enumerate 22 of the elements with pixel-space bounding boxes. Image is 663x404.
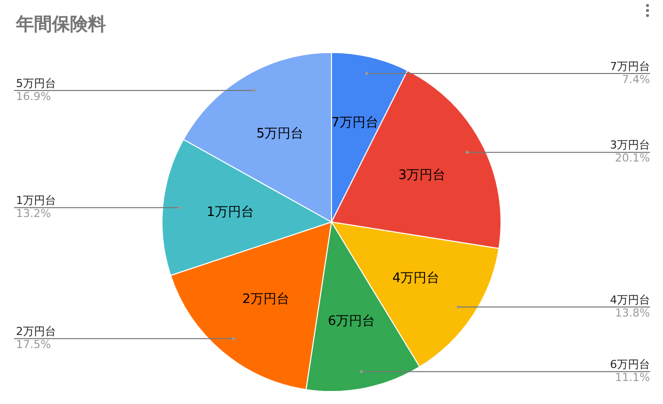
data-label: 16.9% <box>16 90 51 103</box>
data-label: 7.4% <box>622 72 650 86</box>
slice-label: 2万円台 <box>242 292 290 308</box>
slice-label: 4万円台 <box>392 271 440 286</box>
slice-label: 3万円台 <box>398 168 446 183</box>
data-label: 20.1% <box>615 152 650 165</box>
data-label: 13.8% <box>615 306 650 320</box>
slice-label: 6万円台 <box>610 358 650 371</box>
slice-label: 5万円台 <box>16 76 56 90</box>
slice-label: 5万円台 <box>256 126 304 142</box>
data-label: 13.2% <box>16 207 51 220</box>
slice-label: 7万円台 <box>610 60 650 73</box>
slice-label: 1万円台 <box>16 194 56 208</box>
chart-title: 年間保険料 <box>16 13 106 36</box>
data-label: 17.5% <box>16 338 51 351</box>
slice-label: 6万円台 <box>328 314 376 330</box>
slice-label: 3万円台 <box>610 138 650 152</box>
slice-label: 1万円台 <box>206 204 254 220</box>
slice-label: 2万円台 <box>16 324 56 338</box>
slice-label: 4万円台 <box>610 293 650 306</box>
slice-label: 7万円台 <box>331 115 379 130</box>
data-label: 11.1% <box>615 370 650 384</box>
